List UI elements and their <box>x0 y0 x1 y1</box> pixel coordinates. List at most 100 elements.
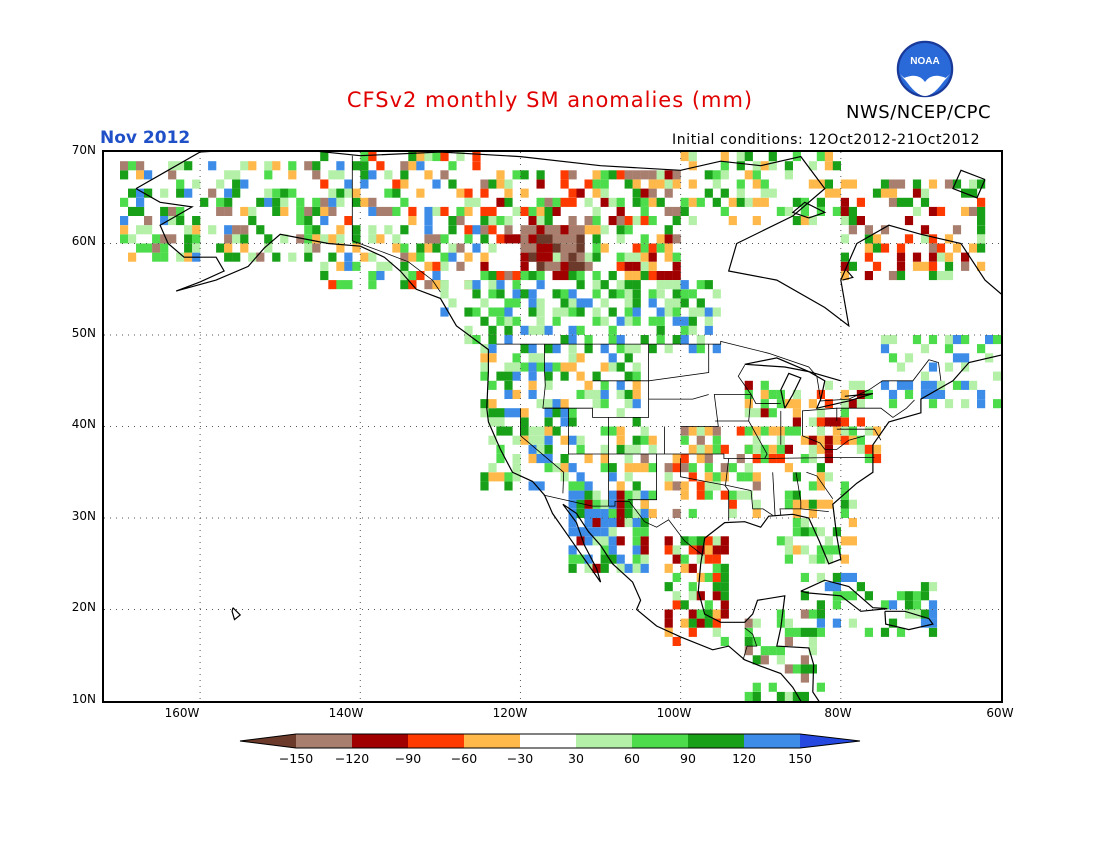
anomaly-cell <box>904 380 914 390</box>
anomaly-cell <box>264 188 273 198</box>
anomaly-cell <box>664 536 673 546</box>
anomaly-cell <box>496 179 505 189</box>
anomaly-cell <box>680 600 689 610</box>
anomaly-cell <box>456 261 465 271</box>
anomaly-cell <box>712 582 721 592</box>
anomaly-cell <box>816 600 825 610</box>
anomaly-cell <box>272 188 281 198</box>
anomaly-cell <box>969 380 978 390</box>
anomaly-cell <box>944 344 954 354</box>
colorbar-swatch <box>464 734 520 748</box>
anomaly-cell <box>336 234 345 244</box>
anomaly-cell <box>624 454 633 464</box>
anomaly-cell <box>560 298 569 308</box>
anomaly-cell <box>512 371 521 381</box>
anomaly-cell <box>224 188 233 198</box>
anomaly-cell <box>176 179 185 189</box>
anomaly-cell <box>712 435 721 445</box>
anomaly-cell <box>704 536 713 546</box>
anomaly-cell <box>528 289 537 299</box>
anomaly-cell <box>608 335 617 345</box>
anomaly-cell <box>560 399 569 409</box>
anomaly-cell <box>640 271 649 281</box>
political-border <box>800 508 829 512</box>
anomaly-cell <box>304 252 313 262</box>
anomaly-cell <box>768 152 777 162</box>
anomaly-cell <box>728 508 737 518</box>
anomaly-cell <box>248 216 257 226</box>
anomaly-cell <box>568 298 577 308</box>
anomaly-cell <box>672 216 681 226</box>
anomaly-cell <box>600 170 609 180</box>
anomaly-cell <box>584 536 593 546</box>
anomaly-cell <box>400 252 409 262</box>
anomaly-cell <box>888 399 898 409</box>
anomaly-cell <box>672 234 681 244</box>
anomaly-cell <box>528 344 537 354</box>
anomaly-cell <box>560 408 569 418</box>
anomaly-cell <box>616 289 625 299</box>
anomaly-cell <box>824 582 833 592</box>
anomaly-cell <box>608 289 617 299</box>
anomaly-cell <box>768 426 777 436</box>
anomaly-cell <box>304 206 313 216</box>
anomaly-cell <box>480 298 489 308</box>
anomaly-cell <box>688 152 697 162</box>
anomaly-cell <box>400 170 409 180</box>
anomaly-cell <box>664 252 673 262</box>
anomaly-cell <box>752 170 761 180</box>
anomaly-cell <box>832 545 841 555</box>
anomaly-cell <box>360 252 369 262</box>
anomaly-cell <box>800 664 809 674</box>
anomaly-cell <box>712 618 721 628</box>
anomaly-cell <box>328 197 337 207</box>
colorbar-high-arrow <box>800 734 860 748</box>
anomaly-cell <box>977 389 986 399</box>
anomaly-cell <box>688 307 697 317</box>
anomaly-cell <box>720 636 729 646</box>
anomaly-cell <box>961 380 970 390</box>
anomaly-cell <box>576 554 585 564</box>
anomaly-cell <box>832 426 841 436</box>
anomaly-cell <box>280 188 289 198</box>
anomaly-cell <box>608 472 617 482</box>
anomaly-cell <box>320 271 329 281</box>
anomaly-cell <box>672 454 681 464</box>
anomaly-cell <box>864 426 873 436</box>
anomaly-cell <box>592 289 601 299</box>
anomaly-cell <box>792 691 801 701</box>
anomaly-cell <box>576 243 585 253</box>
anomaly-cell <box>544 463 553 473</box>
anomaly-cell <box>216 179 225 189</box>
anomaly-cell <box>240 225 249 235</box>
anomaly-cell <box>840 389 849 399</box>
anomaly-cell <box>184 188 193 198</box>
anomaly-cell <box>368 152 377 162</box>
anomaly-cell <box>552 316 561 326</box>
anomaly-cell <box>584 335 593 345</box>
anomaly-cell <box>696 490 705 500</box>
anomaly-cell <box>792 490 801 500</box>
anomaly-cell <box>624 353 633 363</box>
anomaly-cell <box>616 206 625 216</box>
anomaly-cell <box>624 518 633 528</box>
anomaly-cell <box>488 325 497 335</box>
anomaly-cell <box>784 206 793 216</box>
anomaly-cell <box>512 463 521 473</box>
anomaly-cell <box>872 234 882 244</box>
anomaly-cell <box>944 252 954 262</box>
anomaly-cell <box>456 188 465 198</box>
anomaly-cell <box>592 206 601 216</box>
anomaly-cell <box>440 280 449 290</box>
anomaly-cell <box>808 399 817 409</box>
anomaly-cell <box>624 289 633 299</box>
anomaly-cell <box>696 454 705 464</box>
anomaly-cell <box>784 490 793 500</box>
anomaly-cell <box>744 197 753 207</box>
anomaly-cell <box>536 243 545 253</box>
anomaly-cell <box>160 206 169 216</box>
anomaly-cell <box>784 444 793 454</box>
lon-label-160w: 160W <box>164 706 200 720</box>
anomaly-cell <box>488 408 497 418</box>
anomaly-cell <box>977 197 986 207</box>
